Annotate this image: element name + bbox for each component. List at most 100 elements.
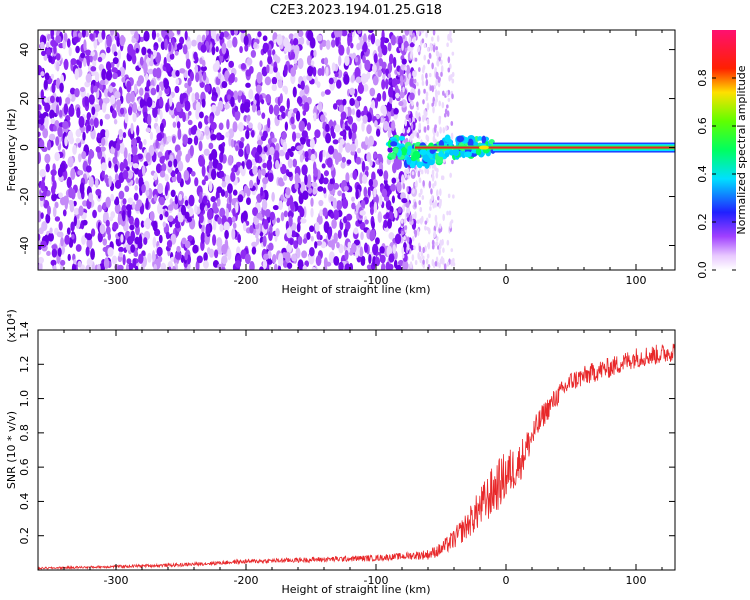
heatmap-noise-cell bbox=[51, 101, 58, 111]
heatmap-noise-cell bbox=[374, 256, 381, 267]
heatmap-noise-cell bbox=[230, 138, 235, 148]
heatmap-noise-cell bbox=[367, 34, 372, 40]
heatmap-noise-cell bbox=[318, 199, 324, 207]
heatmap-noise-cell bbox=[363, 83, 369, 92]
heatmap-noise-cell bbox=[363, 186, 368, 198]
heatmap-noise-cell bbox=[377, 69, 382, 78]
heatmap-noise-cell bbox=[328, 145, 335, 155]
heatmap-noise-cell bbox=[187, 86, 193, 93]
heatmap-noise-cell bbox=[55, 35, 62, 44]
heatmap-noise-cell bbox=[99, 223, 106, 235]
heatmap-noise-cell bbox=[203, 148, 210, 156]
heatmap-noise-cell bbox=[410, 50, 413, 58]
heatmap-noise-cell bbox=[317, 186, 324, 192]
heatmap-noise-cell bbox=[447, 193, 451, 199]
heatmap-noise-cell bbox=[162, 221, 167, 228]
heatmap-noise-cell bbox=[89, 118, 94, 126]
heatmap-noise-cell bbox=[128, 215, 134, 225]
heatmap-noise-cell bbox=[380, 262, 386, 270]
heatmap-noise-cell bbox=[68, 105, 75, 117]
heatmap-noise-cell bbox=[179, 36, 185, 45]
heatmap-noise-cell bbox=[114, 179, 122, 190]
heatmap-noise-cell bbox=[264, 208, 271, 218]
heatmap-noise-cell bbox=[208, 160, 213, 169]
heatmap-noise-cell bbox=[50, 259, 57, 266]
heatmap-noise-cell bbox=[69, 201, 75, 213]
heatmap-noise-cell bbox=[363, 41, 368, 53]
heatmap-noise-cell bbox=[356, 95, 362, 102]
heatmap-noise-cell bbox=[50, 117, 56, 125]
heatmap-noise-cell bbox=[70, 221, 75, 232]
heatmap-noise-cell bbox=[103, 257, 110, 270]
heatmap-noise-cell bbox=[251, 103, 257, 113]
heatmap-noise-cell bbox=[55, 104, 60, 116]
heatmap-noise-cell bbox=[105, 196, 111, 208]
heatmap-noise-cell bbox=[165, 63, 172, 72]
heatmap-noise-cell bbox=[355, 189, 359, 200]
heatmap-noise-cell bbox=[408, 73, 411, 80]
heatmap-noise-cell bbox=[44, 72, 50, 81]
heatmap-noise-cell bbox=[406, 186, 409, 193]
heatmap-noise-cell bbox=[442, 247, 445, 253]
heatmap-noise-cell bbox=[159, 170, 166, 178]
heatmap-noise-cell bbox=[39, 168, 46, 178]
snr-plot-area bbox=[38, 330, 675, 570]
heatmap-noise-cell bbox=[284, 54, 289, 61]
x-tick-label: -200 bbox=[234, 274, 259, 287]
heatmap-noise-cell bbox=[431, 62, 434, 70]
heatmap-signal-cell bbox=[393, 147, 399, 154]
heatmap-noise-cell bbox=[294, 132, 301, 139]
heatmap-noise-cell bbox=[125, 263, 130, 270]
heatmap-noise-cell bbox=[55, 53, 61, 61]
heatmap-noise-cell bbox=[309, 138, 315, 149]
heatmap-noise-cell bbox=[420, 250, 424, 257]
heatmap-noise-cell bbox=[394, 233, 402, 245]
heatmap-noise-cell bbox=[89, 55, 93, 63]
heatmap-noise-cell bbox=[51, 193, 57, 202]
heatmap-noise-cell bbox=[268, 104, 274, 115]
heatmap-noise-cell bbox=[208, 180, 213, 192]
heatmap-noise-cell bbox=[77, 169, 84, 176]
heatmap-noise-cell bbox=[110, 30, 115, 36]
heatmap-signal-cell bbox=[406, 156, 412, 165]
heatmap-noise-cell bbox=[245, 129, 250, 140]
heatmap-noise-cell bbox=[234, 110, 241, 121]
heatmap-noise-cell bbox=[217, 216, 222, 225]
heatmap-noise-cell bbox=[174, 195, 179, 205]
heatmap-noise-cell bbox=[421, 73, 424, 82]
heatmap-noise-cell bbox=[407, 110, 411, 115]
heatmap-noise-cell bbox=[444, 108, 448, 115]
heatmap-noise-cell bbox=[351, 108, 355, 116]
heatmap-noise-cell bbox=[381, 61, 387, 69]
heatmap-noise-cell bbox=[284, 251, 291, 263]
heatmap-noise-cell bbox=[327, 228, 332, 241]
heatmap-noise-cell bbox=[145, 152, 151, 163]
heatmap-noise-cell bbox=[117, 264, 124, 270]
heatmap-noise-cell bbox=[310, 197, 314, 207]
heatmap-noise-cell bbox=[364, 165, 369, 172]
heatmap-noise-cell bbox=[289, 238, 294, 246]
heatmap-noise-cell bbox=[297, 259, 304, 270]
heatmap-noise-cell bbox=[212, 218, 217, 231]
heatmap-noise-cell bbox=[145, 73, 149, 82]
heatmap-noise-cell bbox=[401, 230, 404, 236]
heatmap-noise-cell bbox=[164, 38, 168, 51]
heatmap-noise-cell bbox=[248, 122, 253, 129]
heatmap-noise-cell bbox=[311, 148, 315, 154]
heatmap-noise-cell bbox=[394, 158, 401, 170]
heatmap-noise-cell bbox=[66, 227, 71, 235]
heatmap-noise-cell bbox=[259, 60, 263, 68]
heatmap-noise-cell bbox=[277, 255, 284, 267]
colorbar: 0.0 0.2 0.4 0.6 0.8 Normalized spectral ampl… bbox=[696, 30, 748, 279]
heatmap-signal-cell bbox=[481, 135, 487, 144]
heatmap-noise-cell bbox=[46, 34, 52, 40]
heatmap-noise-cell bbox=[284, 121, 288, 131]
heatmap-noise-cell bbox=[341, 198, 349, 209]
heatmap-noise-cell bbox=[67, 130, 74, 142]
heatmap-noise-cell bbox=[448, 210, 452, 216]
heatmap-noise-cell bbox=[388, 53, 394, 65]
heatmap-noise-cell bbox=[267, 55, 273, 65]
heatmap-noise-cell bbox=[239, 45, 243, 54]
heatmap-noise-cell bbox=[306, 180, 312, 188]
heatmap-noise-cell bbox=[319, 209, 323, 217]
